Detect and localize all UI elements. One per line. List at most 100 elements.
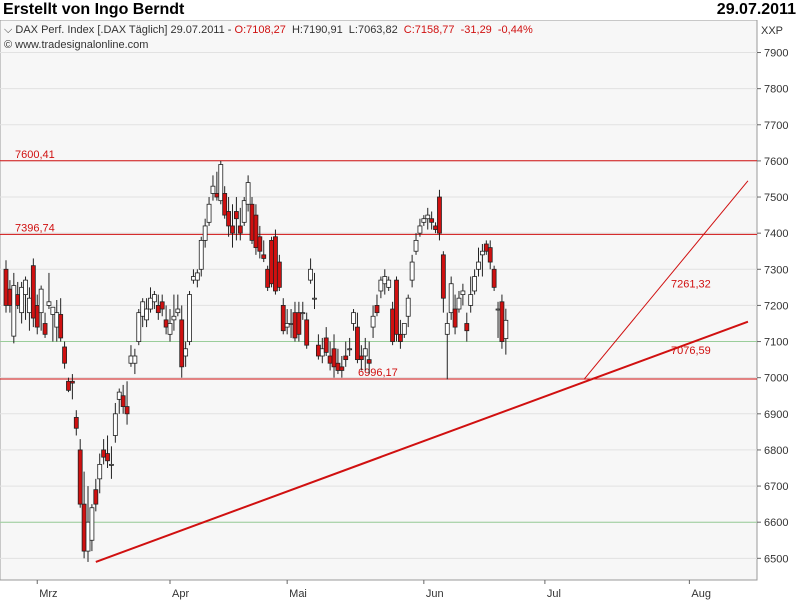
candle-down — [366, 359, 372, 364]
candle-up — [97, 463, 103, 480]
candle-up — [495, 308, 501, 311]
candle-up — [202, 225, 208, 241]
candle-up — [288, 323, 294, 325]
ohlc-change: -31,29 — [461, 24, 492, 36]
candle-up — [38, 288, 44, 314]
candle-down — [433, 225, 438, 230]
candle-down — [42, 323, 48, 335]
y-tick-label: 7900 — [764, 48, 788, 60]
candle-up — [503, 319, 509, 339]
plot-area — [0, 20, 758, 581]
candle-down — [124, 406, 130, 415]
candle-up — [128, 355, 134, 364]
candle-up — [218, 164, 224, 202]
candle-up — [132, 355, 138, 364]
candle-down — [304, 319, 310, 346]
unit-label: XXP — [761, 25, 783, 37]
x-tick-label: Mai — [289, 588, 307, 600]
copyright-icon: © — [4, 39, 15, 51]
candle-down — [483, 243, 489, 252]
candle-down — [159, 301, 165, 310]
candle-down — [276, 261, 282, 288]
candle-up — [417, 225, 423, 234]
candle-down — [249, 203, 255, 241]
candle-down — [155, 305, 161, 314]
candle-down — [452, 308, 458, 328]
candle-down — [30, 265, 36, 319]
candle-up — [27, 297, 32, 314]
candle-down — [398, 333, 403, 342]
candle-down — [73, 417, 79, 429]
y-tick-label: 6600 — [764, 517, 788, 529]
y-tick-label: 6800 — [764, 445, 788, 457]
candle-up — [370, 315, 376, 328]
candle-down — [429, 218, 435, 223]
candle-up — [245, 182, 251, 205]
candle-down — [499, 301, 505, 342]
candles — [3, 160, 509, 562]
candle-down — [15, 294, 21, 306]
candle-down — [253, 214, 259, 249]
candle-down — [101, 449, 107, 458]
candle-up — [319, 348, 325, 357]
candle-down — [358, 355, 364, 361]
candle-up — [11, 285, 17, 337]
candle-up — [382, 276, 388, 285]
candle-down — [327, 355, 333, 364]
chart-date: 29.07.2011 — [716, 1, 796, 18]
level-label: 7600,41 — [15, 149, 55, 161]
candle-down — [69, 380, 75, 384]
candle-down — [343, 355, 349, 361]
candle-down — [58, 314, 64, 339]
ohlc-info: ⌵ DAX Perf. Index [.DAX Täglich] 29.07.2… — [4, 24, 533, 36]
candle-up — [136, 312, 142, 342]
candle-up — [171, 315, 177, 321]
candle-up — [50, 306, 56, 315]
x-tick-label: Jul — [547, 588, 561, 600]
candle-down — [34, 305, 40, 328]
trendlines: 7076,59 7261,32 — [95, 180, 749, 563]
candle-up — [183, 348, 189, 357]
candle-up — [167, 323, 173, 335]
symbol-glyph: ⌵ — [4, 24, 15, 36]
candle-up — [46, 301, 52, 306]
candle-down — [230, 225, 235, 234]
candle-up — [187, 294, 192, 342]
ohlc-close: C:7158,77 — [404, 24, 455, 36]
x-tick-label: Aug — [691, 588, 711, 600]
candle-up — [308, 268, 313, 281]
candle-down — [7, 288, 13, 306]
candle-down — [120, 395, 126, 407]
candle-down — [296, 312, 302, 335]
candle-down — [323, 337, 329, 353]
candle-up — [448, 283, 454, 314]
candle-down — [315, 344, 321, 357]
x-tick-label: Jun — [426, 588, 444, 600]
trendline-label: 7261,32 — [671, 278, 711, 290]
candle-down — [261, 254, 267, 259]
candle-up — [140, 301, 146, 317]
candle-down — [374, 305, 380, 314]
candle-up — [386, 279, 392, 288]
candle-up — [409, 261, 415, 281]
candle-down — [355, 326, 360, 361]
candle-down — [62, 346, 67, 364]
candle-down — [265, 268, 271, 288]
candle-up — [241, 200, 247, 223]
x-axis: Mrz Apr Mai Jun Jul Aug — [36, 580, 711, 600]
candle-down — [257, 236, 263, 252]
ohlc-open: O:7108,27 — [235, 24, 286, 36]
candle-up — [351, 312, 356, 324]
candle-up — [468, 294, 474, 306]
candle-up — [347, 348, 353, 351]
y-axis: 6500 6600 6700 6800 6900 7000 7100 7200 7300 7400… — [757, 48, 788, 565]
candle-down — [105, 453, 110, 462]
candle-down — [222, 193, 228, 216]
candle-up — [85, 521, 91, 552]
trendline-label: 7076,59 — [671, 345, 711, 357]
candle-up — [312, 297, 317, 300]
candle-up — [456, 297, 462, 310]
candle-up — [401, 323, 407, 335]
x-tick-label: Apr — [172, 588, 189, 600]
horizontal-levels: 7600,41 7396,74 6996,17 — [0, 149, 757, 523]
